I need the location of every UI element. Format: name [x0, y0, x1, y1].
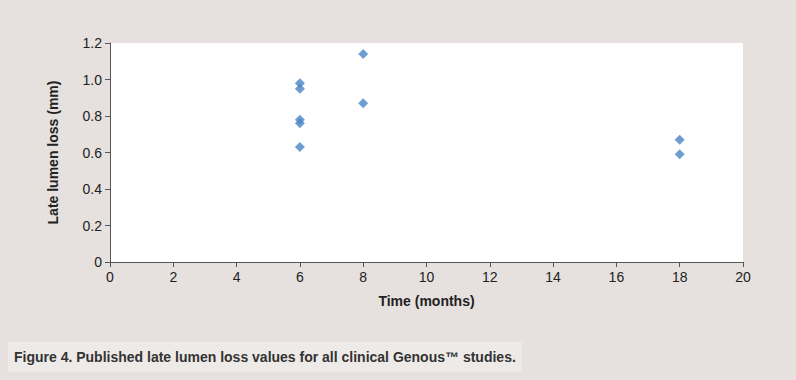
svg-text:0: 0 [94, 254, 102, 270]
svg-text:0: 0 [106, 269, 114, 285]
svg-text:4: 4 [233, 269, 241, 285]
svg-text:2: 2 [169, 269, 177, 285]
svg-text:10: 10 [419, 269, 435, 285]
svg-text:0.8: 0.8 [83, 108, 103, 124]
svg-text:Late lumen loss (mm): Late lumen loss (mm) [45, 81, 61, 225]
svg-text:0.4: 0.4 [83, 181, 103, 197]
svg-text:0.6: 0.6 [83, 145, 103, 161]
svg-text:18: 18 [672, 269, 688, 285]
svg-text:14: 14 [545, 269, 561, 285]
svg-text:8: 8 [359, 269, 367, 285]
svg-text:Figure 4. Published late lumen: Figure 4. Published late lumen loss valu… [14, 349, 516, 365]
svg-text:0.2: 0.2 [83, 218, 103, 234]
svg-text:6: 6 [296, 269, 304, 285]
svg-text:12: 12 [482, 269, 498, 285]
svg-text:1.2: 1.2 [83, 35, 103, 51]
svg-text:20: 20 [735, 269, 751, 285]
svg-text:16: 16 [609, 269, 625, 285]
svg-text:1.0: 1.0 [83, 72, 103, 88]
svg-text:Time (months): Time (months) [378, 293, 474, 309]
